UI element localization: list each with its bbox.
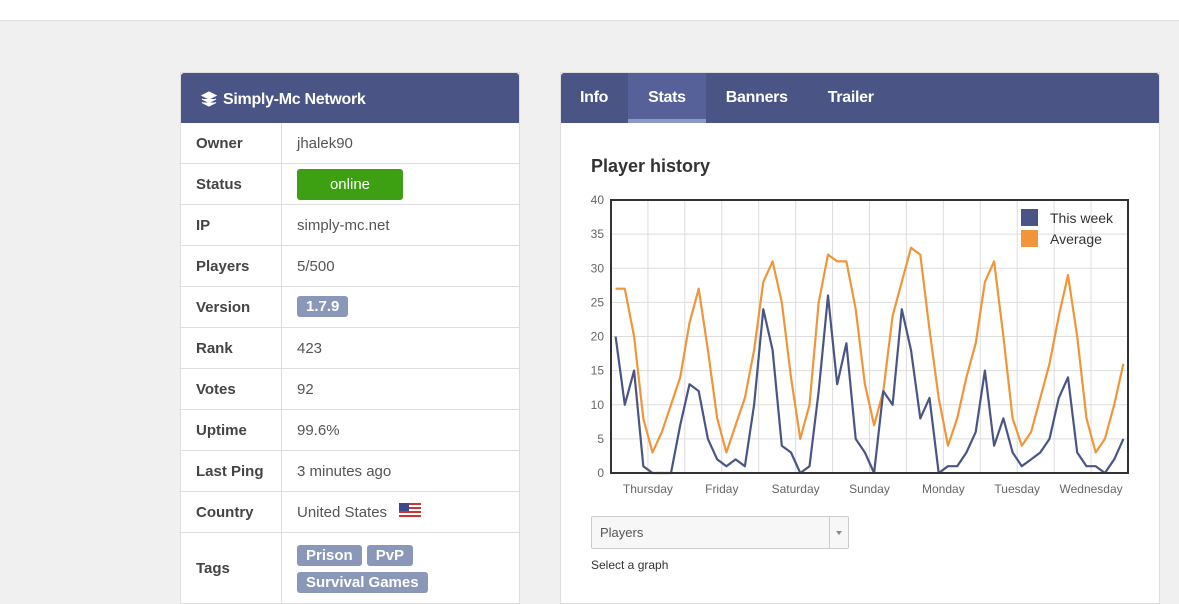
x-tick-label: Sunday [849, 482, 890, 496]
tab-bar: Info Stats Banners Trailer [561, 73, 1159, 123]
series-line [615, 246, 1125, 454]
tab[interactable]: Info [580, 89, 609, 106]
y-tick-label: 30 [591, 261, 605, 275]
legend-label: Average [1050, 231, 1102, 247]
tag-badge[interactable]: PvP [366, 545, 414, 566]
row-value: 3 minutes ago [281, 450, 519, 492]
chart-title: Player history [591, 156, 711, 176]
select-hint: Select a graph [591, 558, 669, 572]
x-tick-label: Monday [922, 482, 965, 496]
panel-title: Simply-Mc Network [223, 91, 366, 108]
x-tick-label: Friday [705, 482, 738, 496]
select-value: Players [600, 525, 644, 540]
x-tick-label: Thursday [623, 482, 673, 496]
row-label: Owner [181, 123, 282, 164]
x-tick-label: Wednesday [1059, 482, 1122, 496]
row-label: Rank [181, 327, 282, 369]
x-tick-label: Tuesday [994, 482, 1040, 496]
tab[interactable]: Banners [725, 89, 788, 106]
row-label: Version [181, 286, 282, 328]
legend-swatch [1021, 209, 1038, 226]
legend-label: This week [1050, 210, 1114, 226]
panel-header: Simply-Mc Network [181, 73, 519, 123]
layers-icon [201, 91, 217, 107]
chart: 0 5 10 15 20 25 30 35 40 Thursday Friday Saturday Su… [591, 193, 1129, 496]
graph-select[interactable]: Players [591, 516, 849, 549]
y-tick-label: 10 [591, 398, 605, 412]
y-tick-label: 35 [591, 227, 605, 241]
y-tick-label: 0 [597, 466, 604, 480]
row-label: Status [181, 163, 282, 205]
series-line [614, 294, 1125, 475]
info-table: Owner jhalek90 Status online IP simply-mc.n… [181, 123, 519, 604]
row-value: simply-mc.net [281, 204, 519, 246]
row-label: Players [181, 245, 282, 287]
legend-swatch [1021, 230, 1038, 247]
row-label: Votes [181, 368, 282, 410]
row-label: Uptime [181, 409, 282, 451]
server-panel: Simply-Mc Network Owner jhalek90 Status on… [180, 72, 520, 604]
row-value: United States [297, 504, 388, 521]
tab[interactable]: Trailer [827, 89, 874, 106]
flag-icon [399, 503, 422, 519]
select-arrow [829, 517, 848, 548]
y-tick-label: 40 [591, 193, 605, 207]
row-label: Country [181, 491, 282, 533]
tag-badge[interactable]: Prison [297, 545, 362, 566]
plot-frame [610, 199, 1129, 474]
x-tick-label: Saturday [772, 482, 820, 496]
tag-badge[interactable]: Survival Games [297, 572, 428, 593]
y-tick-label: 25 [591, 295, 605, 309]
y-tick-label: 20 [591, 330, 605, 344]
row-value: 99.6% [281, 409, 519, 451]
y-tick-label: 15 [591, 364, 605, 378]
top-bar [0, 0, 1179, 21]
y-tick-label: 5 [597, 432, 604, 446]
tab-active[interactable]: Stats [628, 73, 706, 123]
row-value: 92 [281, 368, 519, 410]
row-label: Tags [181, 532, 282, 604]
row-label: Last Ping [181, 450, 282, 492]
status-badge: online [297, 168, 403, 200]
row-value: jhalek90 [281, 123, 519, 164]
row-value: 5/500 [281, 245, 519, 287]
version-badge: 1.7.9 [297, 295, 349, 317]
row-label: IP [181, 204, 282, 246]
row-value: 423 [281, 327, 519, 369]
